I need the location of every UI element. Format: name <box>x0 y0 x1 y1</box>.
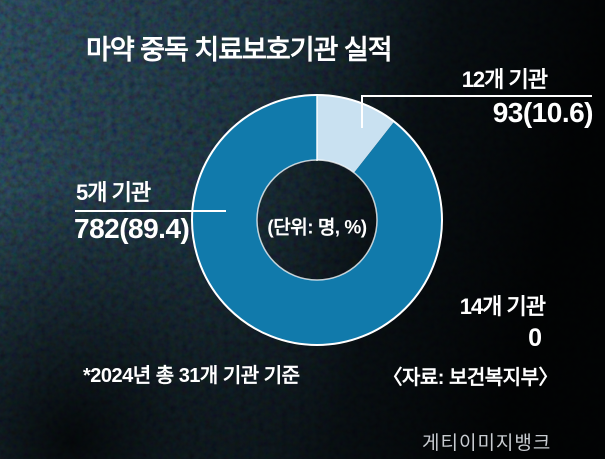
label-group-14-institutions: 14개 기관 0 <box>459 289 546 353</box>
donut-outer-rim <box>191 94 443 346</box>
donut-slice-12-institutions <box>317 95 395 173</box>
watermark-getty-images-bank: 게티이미지뱅크 <box>422 433 552 454</box>
donut-slice-5-institutions <box>191 94 442 345</box>
label-5-institutions: 5개 기관 <box>76 180 151 205</box>
label-14-institutions: 14개 기관 <box>459 294 546 319</box>
value-14-institutions: 0 <box>528 324 542 352</box>
value-5-institutions: 782(89.4) <box>74 213 190 244</box>
value-12-institutions: 93(10.6) <box>492 97 594 128</box>
data-source: 〈자료: 보건복지부〉 <box>382 367 558 389</box>
chart-title: 마약 중독 치료보호기관 실적 <box>86 35 393 65</box>
label-12-institutions: 12개 기관 <box>461 67 548 92</box>
callout-line-12-institutions <box>361 95 592 128</box>
unit-note: (단위: 명, %) <box>267 217 367 239</box>
chart-footnote: *2024년 총 31개 기관 기준 <box>83 365 300 387</box>
